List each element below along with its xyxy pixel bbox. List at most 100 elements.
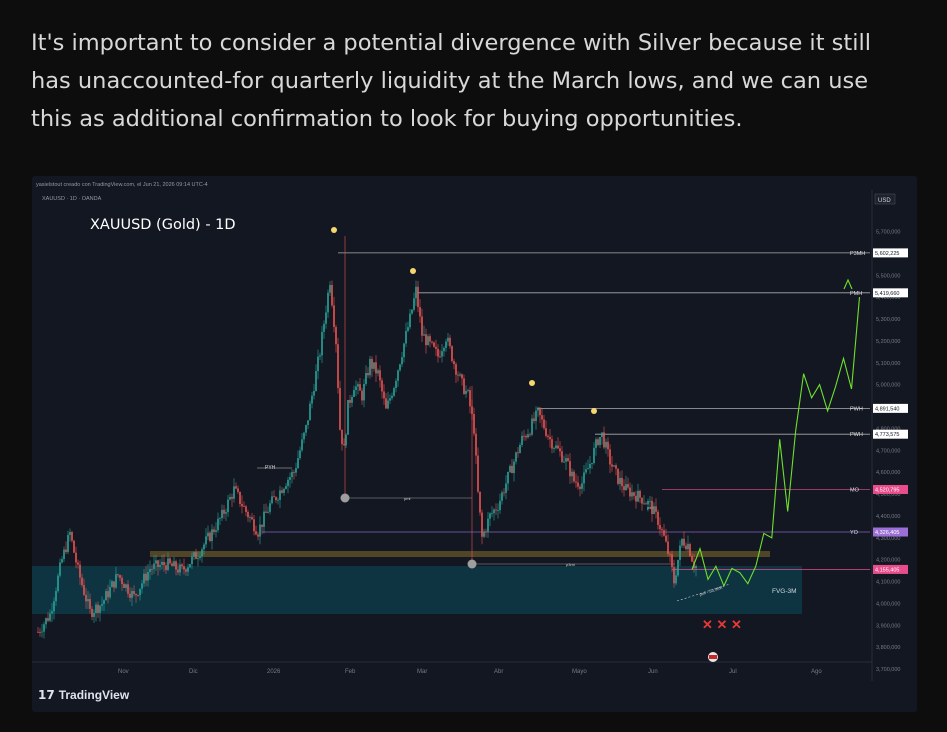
candle-body bbox=[451, 346, 453, 362]
candle-body bbox=[367, 373, 369, 376]
candle-body bbox=[619, 477, 621, 484]
candle-body bbox=[635, 495, 637, 502]
level-label: P3MH bbox=[850, 251, 865, 257]
candle-body bbox=[355, 386, 357, 390]
candle-body bbox=[617, 468, 619, 484]
silver-divergence-line bbox=[676, 583, 731, 602]
candle-body bbox=[315, 371, 317, 391]
candle-body bbox=[467, 390, 469, 391]
candle-body bbox=[623, 486, 625, 491]
candle-body bbox=[229, 496, 231, 500]
candle-body bbox=[525, 436, 527, 438]
candle-body bbox=[261, 524, 263, 527]
candle-body bbox=[281, 490, 283, 493]
y-tick-label: 5,700,000 bbox=[876, 230, 900, 236]
candle-body bbox=[459, 374, 461, 376]
candle-body bbox=[569, 461, 571, 477]
candle-body bbox=[461, 374, 463, 379]
candle-body bbox=[497, 510, 499, 512]
candle-body bbox=[637, 490, 639, 502]
candle-body bbox=[109, 587, 111, 598]
candle-body bbox=[413, 298, 415, 310]
level-label: PWH bbox=[850, 432, 863, 438]
candle-body bbox=[239, 491, 241, 504]
candle-body bbox=[551, 439, 553, 449]
candle-body bbox=[321, 331, 323, 356]
candle-body bbox=[559, 448, 561, 452]
candle-body bbox=[291, 472, 293, 478]
currency-box bbox=[874, 193, 896, 205]
candle-body bbox=[457, 374, 459, 376]
level-price-tag bbox=[873, 288, 908, 298]
y-tick-label: 4,000,000 bbox=[876, 601, 900, 607]
candle-body bbox=[695, 566, 697, 569]
candle-body bbox=[43, 624, 45, 632]
candle-body bbox=[51, 611, 53, 614]
candle-body bbox=[327, 292, 329, 313]
candle-body bbox=[379, 370, 381, 381]
candlestick-chart[interactable]: yasielstout creado con TradingView.com, … bbox=[32, 176, 917, 712]
y-tick-label: 4,700,000 bbox=[876, 448, 900, 454]
x-tick-label: Mar bbox=[417, 669, 427, 675]
candle-body bbox=[273, 496, 275, 498]
candle-body bbox=[101, 604, 103, 606]
candle-body bbox=[597, 439, 599, 445]
candle-body bbox=[661, 529, 663, 531]
candle-body bbox=[381, 380, 383, 392]
chart-symbol-line: XAUUSD · 1D · OANDA bbox=[42, 196, 102, 202]
bulb-icon bbox=[410, 268, 416, 274]
chart-card[interactable]: yasielstout creado con TradingView.com, … bbox=[32, 176, 917, 712]
chart-title: XAUUSD (Gold) - 1D bbox=[90, 217, 236, 233]
x-tick-label: Jun bbox=[648, 669, 658, 675]
candle-body bbox=[581, 483, 583, 489]
candle-body bbox=[49, 613, 51, 621]
candle-body bbox=[67, 534, 69, 553]
candle-body bbox=[531, 418, 533, 435]
candle-body bbox=[437, 348, 439, 357]
candle-body bbox=[329, 284, 331, 293]
bulb-icon bbox=[591, 408, 597, 414]
candle-body bbox=[179, 564, 181, 573]
candle-body bbox=[373, 362, 375, 369]
candle-body bbox=[199, 556, 201, 559]
candle-body bbox=[349, 399, 351, 403]
candle-body bbox=[203, 544, 205, 550]
candle-body bbox=[289, 477, 291, 480]
candle-body bbox=[407, 327, 409, 331]
candle-body bbox=[495, 509, 497, 511]
candle-body bbox=[65, 549, 67, 553]
candle-body bbox=[119, 575, 121, 578]
candle-body bbox=[603, 432, 605, 448]
candle-body bbox=[605, 441, 607, 448]
candle-body bbox=[143, 573, 145, 584]
candle-body bbox=[69, 532, 71, 535]
candle-body bbox=[463, 378, 465, 394]
candle-body bbox=[505, 483, 507, 493]
candle-body bbox=[215, 530, 217, 532]
candle-body bbox=[233, 486, 235, 499]
candle-body bbox=[677, 559, 679, 576]
candle-body bbox=[241, 503, 243, 507]
candle-body bbox=[287, 479, 289, 486]
candle-body bbox=[691, 556, 693, 562]
candle-body bbox=[137, 595, 139, 596]
candle-body bbox=[151, 568, 153, 570]
candle-body bbox=[685, 545, 687, 550]
candle-body bbox=[435, 346, 437, 349]
candle-body bbox=[201, 549, 203, 557]
candle-body bbox=[683, 538, 685, 546]
candle-body bbox=[351, 396, 353, 403]
y-tick-label: 5,000,000 bbox=[876, 383, 900, 389]
candle-body bbox=[331, 284, 333, 306]
candle-body bbox=[301, 439, 303, 451]
candle-body bbox=[71, 532, 73, 541]
candle-body bbox=[55, 591, 57, 602]
candle-body bbox=[85, 594, 87, 602]
candle-body bbox=[385, 398, 387, 409]
candle-body bbox=[47, 618, 49, 621]
candle-body bbox=[655, 506, 657, 512]
y-tick-label: 4,600,000 bbox=[876, 470, 900, 476]
candle-body bbox=[365, 373, 367, 384]
level-price-text: 4,891,540 bbox=[875, 406, 899, 412]
candle-body bbox=[615, 465, 617, 469]
